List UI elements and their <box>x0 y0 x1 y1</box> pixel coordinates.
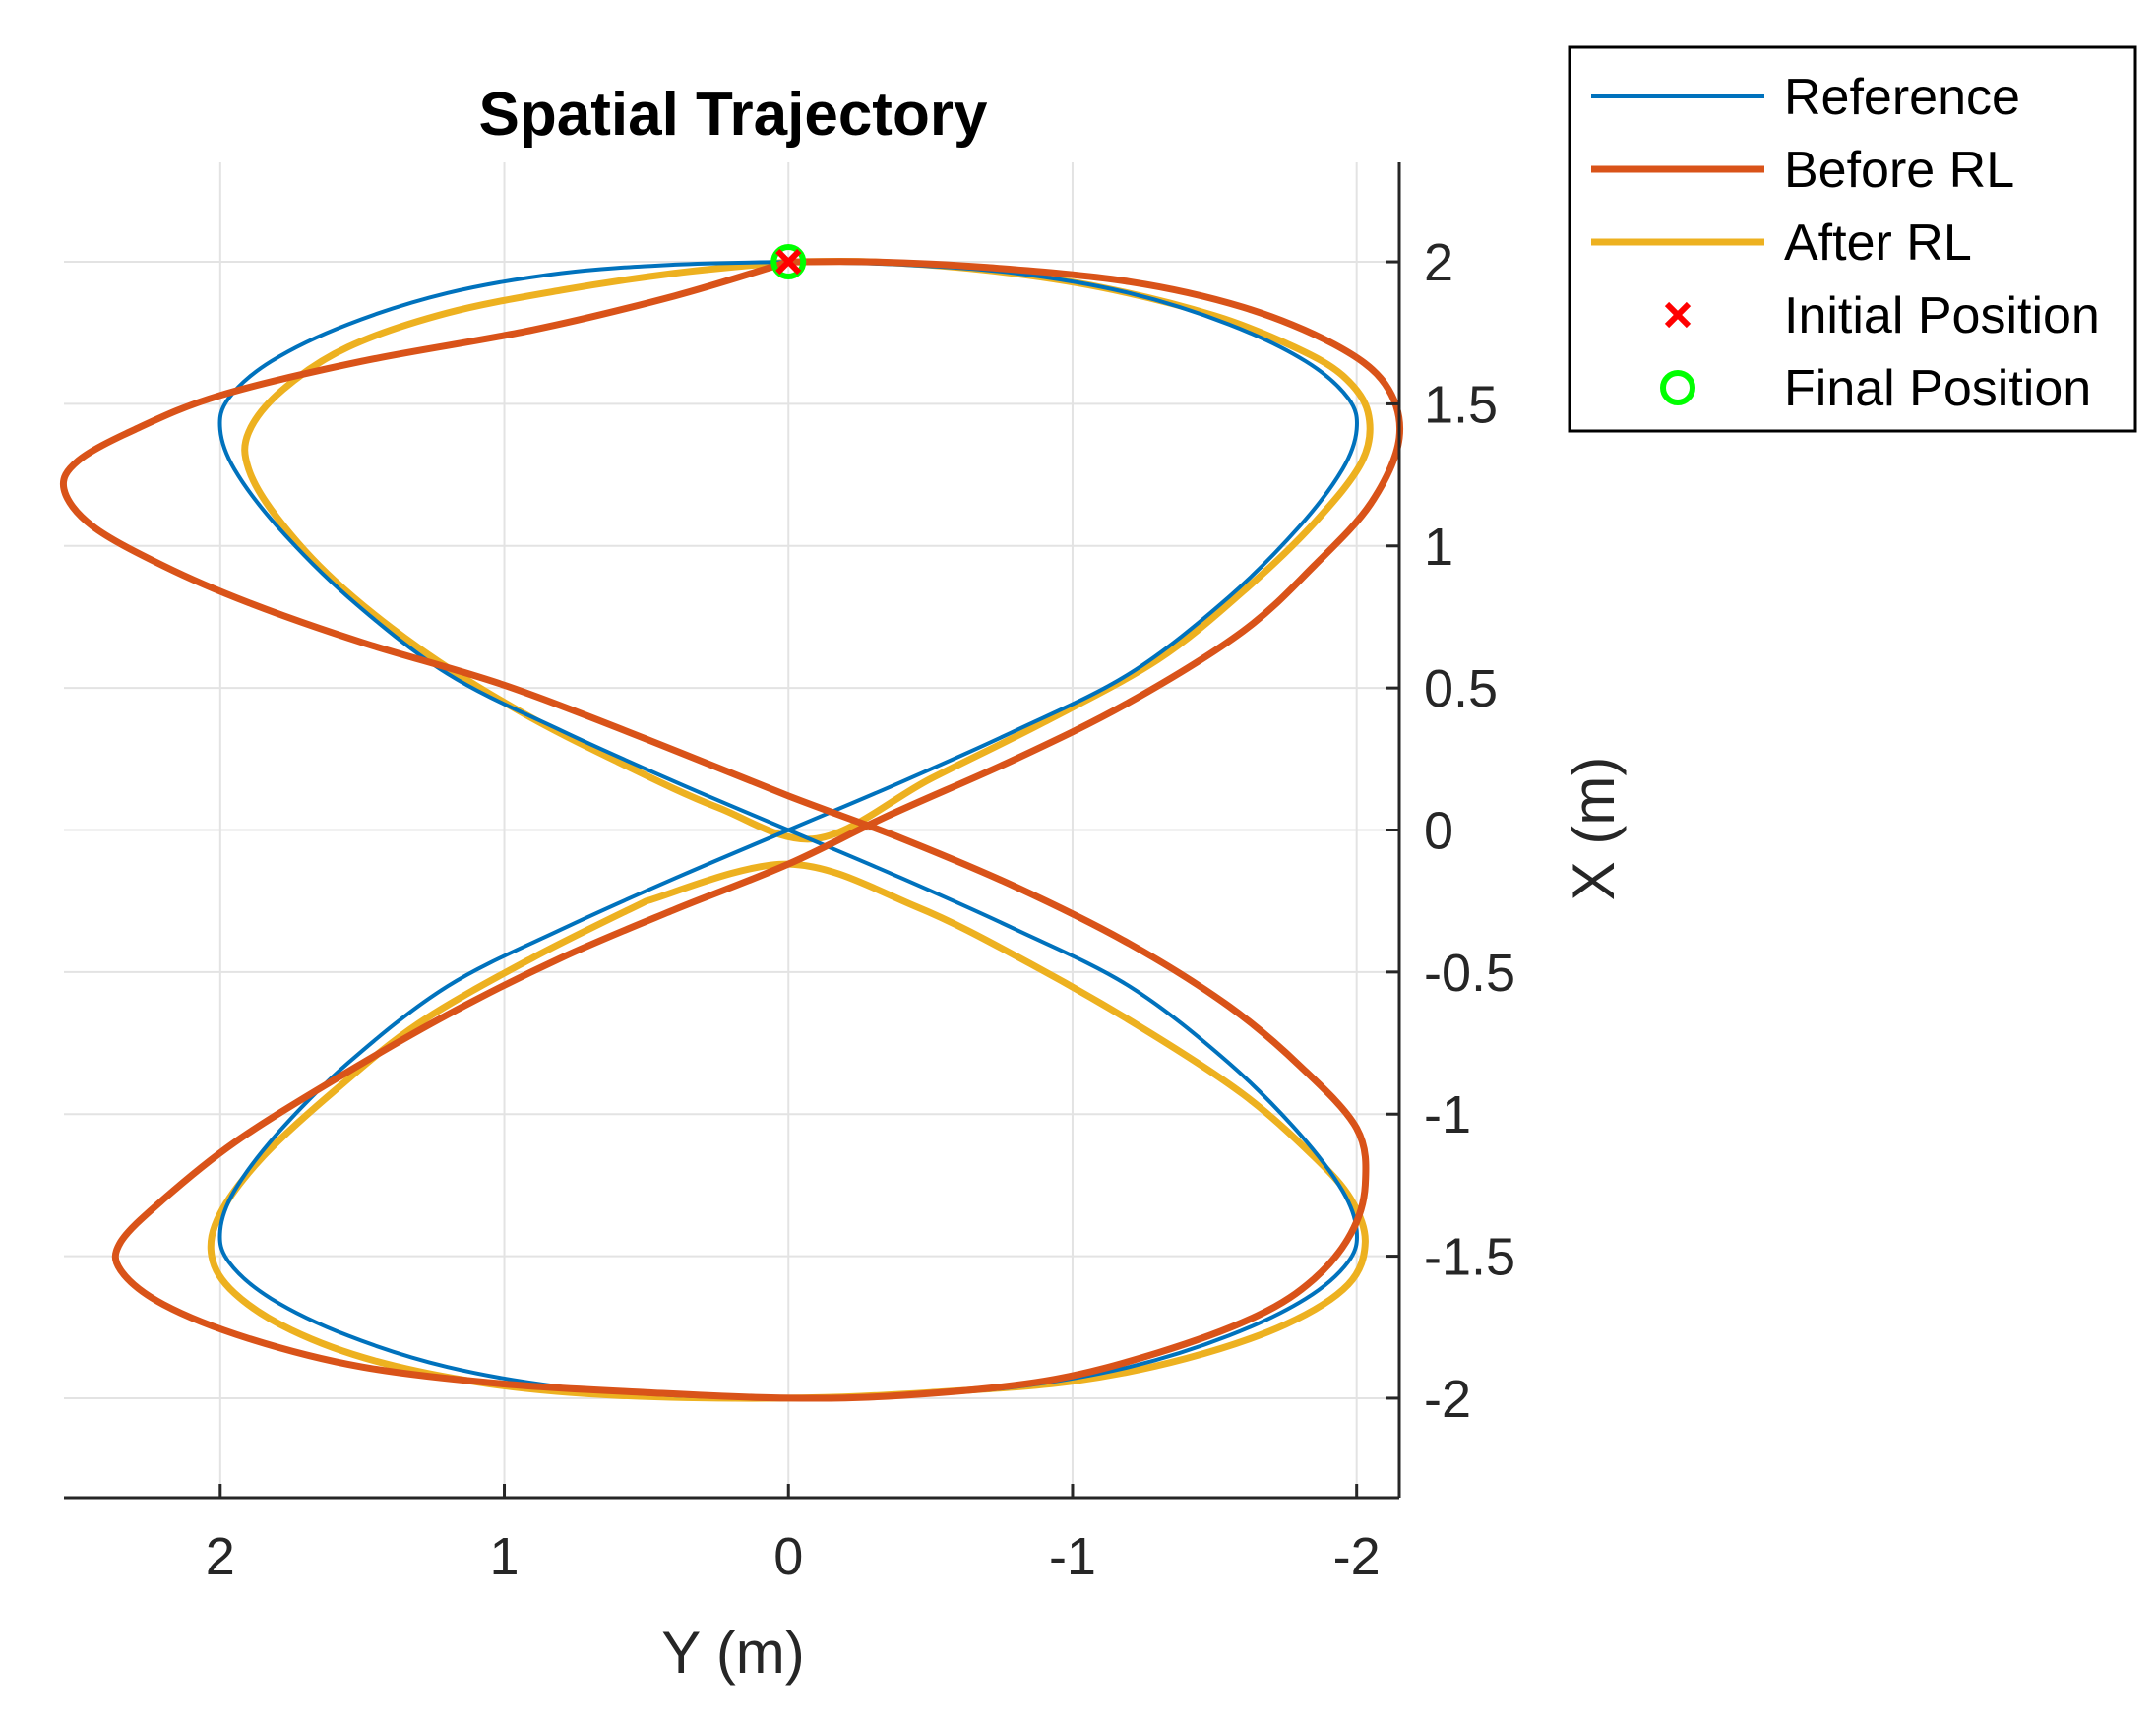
y-tick-label: -1 <box>1424 1085 1471 1144</box>
legend-label-final-position: Final Position <box>1784 360 2091 417</box>
x-tick-label: -2 <box>1333 1527 1381 1586</box>
series-line-before-rl <box>59 258 1404 1402</box>
marker-initial-position <box>775 248 802 276</box>
y-tick-label: 1.5 <box>1424 375 1498 434</box>
legend-label-before-rl: Before RL <box>1784 142 2014 199</box>
x-tick-label: 0 <box>773 1527 803 1586</box>
x-tick-label: 1 <box>489 1527 519 1586</box>
legend-label-reference: Reference <box>1784 69 2020 126</box>
marker-final-position <box>770 244 807 280</box>
legend: Reference Before RL After RL Initial Positi… <box>1568 45 2137 433</box>
marker-layer <box>770 244 807 280</box>
x-tick-label: 2 <box>206 1527 235 1586</box>
axes: 2 1 0 -1 -2 2 1.5 1 0.5 0 -0.5 -1 -1.5 -2 <box>64 162 1515 1586</box>
y-tick-label: 2 <box>1424 233 1453 292</box>
marker-initial-position-stroke <box>775 248 802 276</box>
chart-title: Spatial Trajectory <box>479 81 988 149</box>
legend-label-after-rl: After RL <box>1784 215 1972 272</box>
legend-swatch-initial-position-stroke <box>1664 301 1692 329</box>
y-tick-label: 0 <box>1424 802 1453 861</box>
series-line-after-rl <box>241 257 1374 843</box>
y-tick-label: -0.5 <box>1424 944 1515 1003</box>
y-tick-label: 0.5 <box>1424 659 1498 718</box>
legend-swatch-final-position <box>1660 370 1695 405</box>
grid <box>64 162 1399 1498</box>
y-tick-label: 1 <box>1424 518 1453 577</box>
legend-label-initial-position: Initial Position <box>1784 287 2100 344</box>
y-tick-label: -1.5 <box>1424 1228 1515 1287</box>
x-axis-label: Y (m) <box>661 1620 805 1686</box>
legend-swatch-initial-position <box>1664 301 1692 329</box>
y-axis-label: X (m) <box>1561 757 1627 901</box>
y-tick-label: -2 <box>1424 1370 1471 1429</box>
x-tick-label: -1 <box>1049 1527 1096 1586</box>
series-layer <box>59 257 1404 1402</box>
